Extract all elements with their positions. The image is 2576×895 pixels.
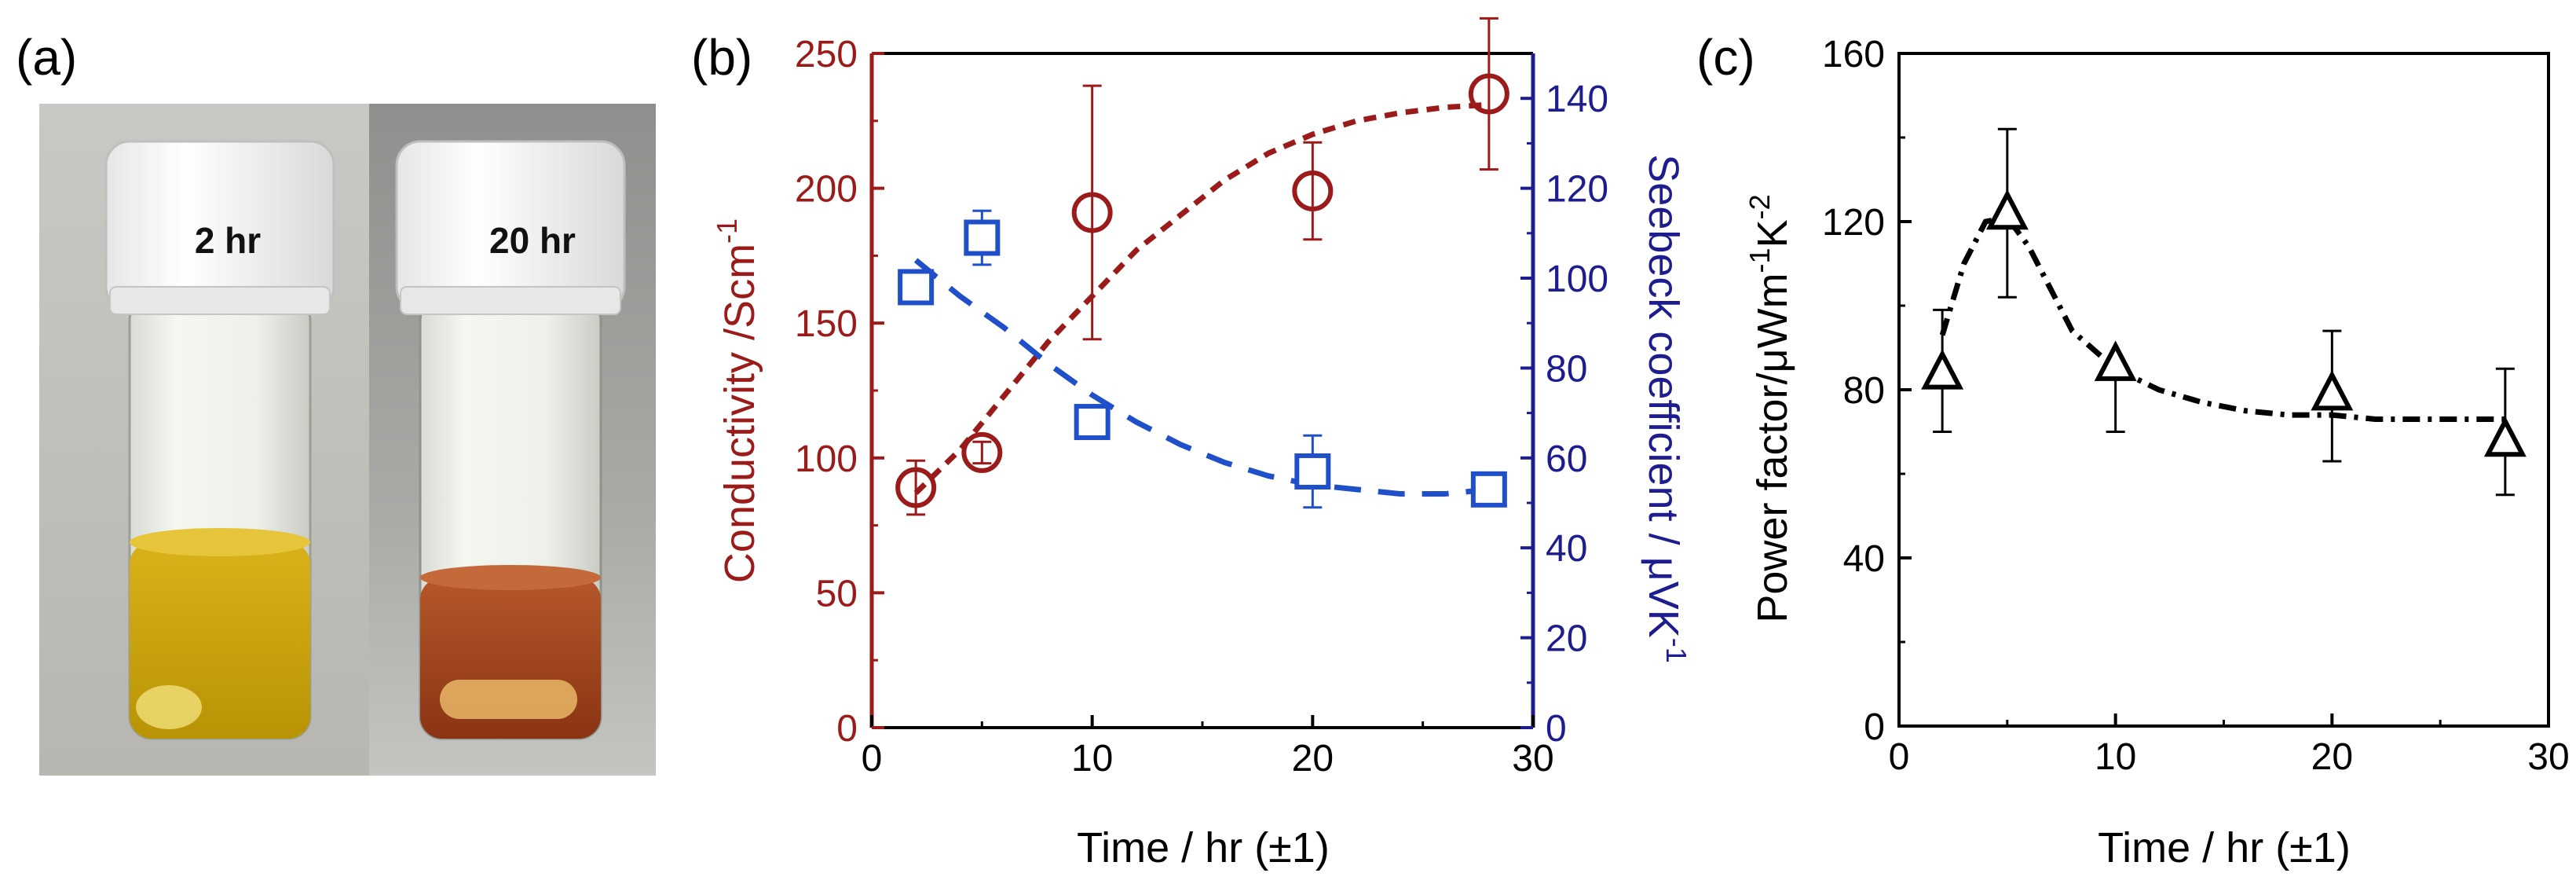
chart-b-ytick-left-label: 150 [795, 303, 858, 345]
vial-right-label: 20 hr [489, 220, 576, 261]
chart-b-ylabel-left: Conductivity /Scm-1 [711, 218, 763, 583]
chart-c-ylabel-sup2: -2 [1744, 194, 1776, 219]
chart-c-frame [1897, 52, 2550, 728]
conductivity-point [1468, 73, 1509, 115]
chart-b-ytick-right-label: 60 [1546, 438, 1587, 480]
chart-b-ytick-left-label: 0 [836, 708, 858, 750]
chart-b-xtick-label: 10 [1071, 738, 1113, 779]
conductivity-point [1071, 192, 1113, 233]
chart-c-xlabel: Time / hr (±1) [2098, 824, 2351, 871]
power-factor-point [2311, 369, 2354, 411]
seebeck-point [1470, 471, 1507, 508]
seebeck-point [1294, 453, 1331, 490]
chart-c-xtick-label: 30 [2527, 736, 2569, 778]
seebeck-point [1074, 404, 1111, 441]
chart-b-ylabel-right-sup: -1 [1660, 638, 1692, 663]
chart-c: 0 10 20 30 0 40 80 120 160 [1822, 34, 2570, 778]
vial-2hr [104, 140, 335, 740]
power-factor-fit-line [1939, 214, 2505, 422]
chart-b-ytick-right-label: 140 [1546, 79, 1608, 120]
chart-b-ytick-left-label: 50 [816, 573, 858, 614]
chart-b-ytick-right-label: 20 [1546, 618, 1587, 660]
chart-c-ytick-label: 80 [1843, 370, 1885, 412]
chart-b-ytick-right-label: 40 [1546, 528, 1587, 570]
chart-b-xtick-label: 30 [1512, 738, 1553, 779]
chart-b-ytick-right-label: 80 [1546, 348, 1587, 390]
panel-b: (b) 0 10 20 3005010015020025002040608010012… [691, 17, 1692, 871]
chart-b-ytick-right-label: 0 [1546, 708, 1567, 750]
power-factor-point [2094, 340, 2137, 381]
chart-b-xtick-label: 0 [862, 738, 883, 779]
chart-b-ytick-left-label: 250 [795, 34, 858, 75]
chart-c-ylabel-sup1: -1 [1744, 248, 1776, 273]
chart-b-ylabel-right: Seebeck coefficient / μVK-1 [1640, 154, 1692, 662]
seebeck-fit-line [913, 258, 1490, 497]
chart-b-ytick-left-label: 100 [795, 438, 858, 480]
seebeck-point [964, 219, 1001, 256]
vials-photo: 2 hr 20 hr [39, 104, 656, 776]
conductivity-fit-line [913, 101, 1490, 495]
chart-c-ytick-label: 0 [1864, 706, 1885, 748]
chart-c-xtick-label: 10 [2095, 736, 2136, 778]
chart-c-ytick-label: 40 [1843, 538, 1885, 580]
chart-b-ylabel-right-text: Seebeck coefficient / μVK [1640, 154, 1687, 637]
chart-c-ylabel-text: Power factor/μWm [1749, 273, 1796, 622]
chart-b-ytick-right-label: 120 [1546, 169, 1608, 211]
conductivity-point [961, 431, 1003, 473]
chart-b-ytick-right-label: 100 [1546, 259, 1608, 300]
seebeck-point [898, 269, 935, 306]
chart-c-xtick-label: 0 [1889, 736, 1910, 778]
panel-c: (c) 0 10 20 30 0 40 80 120 160 Time / hr (±1) Po… [1696, 29, 2570, 871]
chart-b-ylabel-left-sup: -1 [711, 218, 743, 244]
panel-a: (a) 2 hr 20 hr [16, 29, 656, 776]
chart-c-xtick-label: 20 [2311, 736, 2353, 778]
chart-b-ylabel-left-text: Conductivity /Scm [716, 244, 763, 583]
chart-c-ylabel: Power factor/μWm-1K-2 [1744, 194, 1796, 622]
panel-c-label: (c) [1696, 29, 1755, 86]
chart-c-ylabel-mid: K [1749, 219, 1796, 248]
power-factor-point [2483, 416, 2527, 457]
vial-20hr [395, 140, 626, 740]
vial-left-label: 2 hr [195, 220, 261, 261]
conductivity-point [895, 467, 937, 508]
chart-b-xtick-label: 20 [1292, 738, 1334, 779]
power-factor-point [1921, 349, 1964, 390]
panel-a-label: (a) [16, 29, 77, 86]
panel-b-label: (b) [691, 29, 752, 86]
power-factor-point [1985, 189, 2029, 230]
chart-c-ytick-label: 160 [1822, 34, 1885, 75]
chart-b-ytick-left-label: 200 [795, 169, 858, 211]
chart-b-xlabel: Time / hr (±1) [1077, 824, 1330, 871]
conductivity-point [1292, 171, 1334, 212]
chart-c-ytick-label: 120 [1822, 202, 1885, 244]
